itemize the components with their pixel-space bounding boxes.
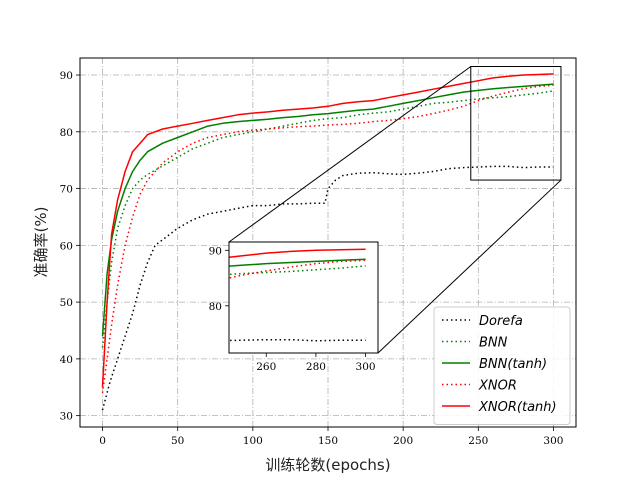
inset-lines (229, 248, 366, 342)
inset-series-line-XNOR(tanh) (229, 248, 366, 259)
main-ticks: 0 50 100 150 200 250 300 30 40 50 60 70 80 90 (60, 70, 564, 447)
y-tick-label: 60 (60, 240, 73, 252)
inset-zoom: 260 280 300 80 90 (209, 241, 379, 373)
y-tick-label: 50 (60, 297, 73, 309)
x-tick-label: 250 (468, 435, 488, 447)
x-axis-label: 训练轮数(epochs) (265, 456, 390, 474)
inset-x-tick-label: 260 (256, 361, 276, 373)
inset-background (229, 242, 378, 353)
legend-entry: BNN (479, 336, 508, 351)
inset-frame (228, 241, 379, 354)
series-line-XNOR (101, 84, 554, 394)
legend-box (433, 306, 571, 425)
legend-entry: XNOR(tanh) (478, 400, 557, 415)
zoom-region-box (470, 66, 562, 181)
series-line-Dorefa (101, 165, 554, 411)
main-plot-lines (101, 73, 554, 411)
legend-entry: Dorefa (479, 314, 523, 329)
y-axis-label: 准确率(%) (32, 207, 50, 278)
x-tick-label: 300 (543, 435, 563, 447)
y-tick-label: 70 (60, 184, 73, 196)
x-tick-label: 100 (243, 435, 263, 447)
y-tick-label: 30 (60, 411, 73, 423)
zoom-indicator (228, 66, 562, 354)
inset-x-tick-label: 280 (306, 361, 326, 373)
zoom-connector (377, 179, 562, 354)
legend: Dorefa BNN BNN(tanh) XNOR XNOR(tanh) (433, 306, 571, 425)
legend-entry: XNOR (478, 379, 517, 394)
y-tick-label: 90 (60, 70, 73, 82)
x-tick-label: 200 (393, 435, 413, 447)
inset-y-tick-label: 80 (209, 301, 222, 313)
series-line-BNN(tanh) (101, 83, 554, 337)
x-tick-label: 0 (99, 435, 106, 447)
inset-y-tick-label: 90 (209, 245, 222, 257)
series-line-XNOR(tanh) (101, 73, 554, 388)
x-tick-label: 50 (171, 435, 184, 447)
inset-x-tick-label: 300 (356, 361, 376, 373)
legend-entry: BNN(tanh) (479, 357, 547, 372)
zoom-connector (228, 66, 472, 243)
x-tick-label: 150 (318, 435, 338, 447)
y-tick-label: 40 (60, 354, 73, 366)
inset-series-line-BNN(tanh) (229, 258, 366, 267)
y-tick-label: 80 (60, 127, 73, 139)
